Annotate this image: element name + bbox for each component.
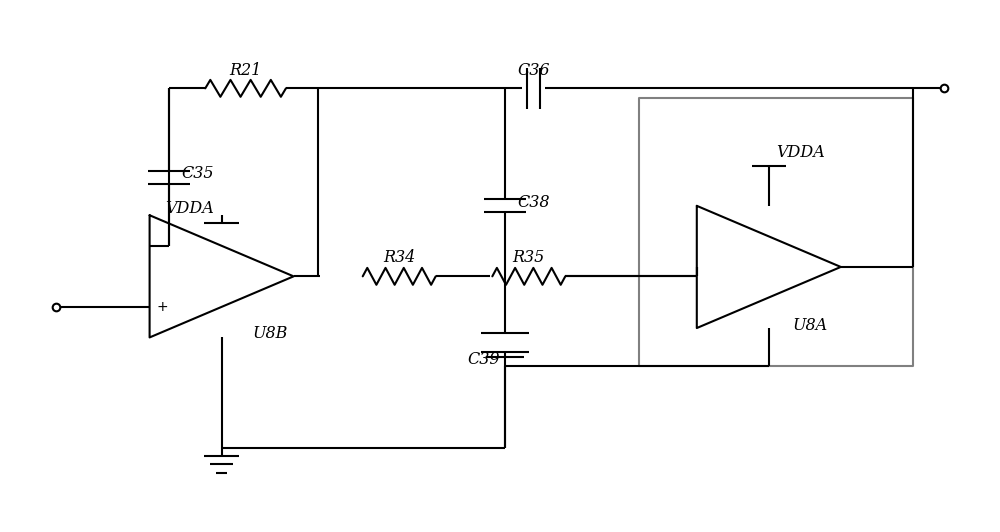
Text: R21: R21: [229, 62, 262, 79]
Text: VDDA: VDDA: [165, 200, 214, 217]
Text: R34: R34: [383, 249, 415, 266]
Text: C35: C35: [181, 165, 214, 182]
Text: U8B: U8B: [252, 325, 288, 342]
Text: +: +: [156, 300, 168, 314]
Text: R35: R35: [513, 249, 545, 266]
Text: C38: C38: [517, 194, 550, 211]
Text: C39: C39: [468, 351, 500, 368]
Text: VDDA: VDDA: [776, 144, 825, 161]
Text: −: −: [156, 239, 168, 253]
Text: C36: C36: [517, 62, 550, 79]
Text: U8A: U8A: [793, 317, 828, 334]
